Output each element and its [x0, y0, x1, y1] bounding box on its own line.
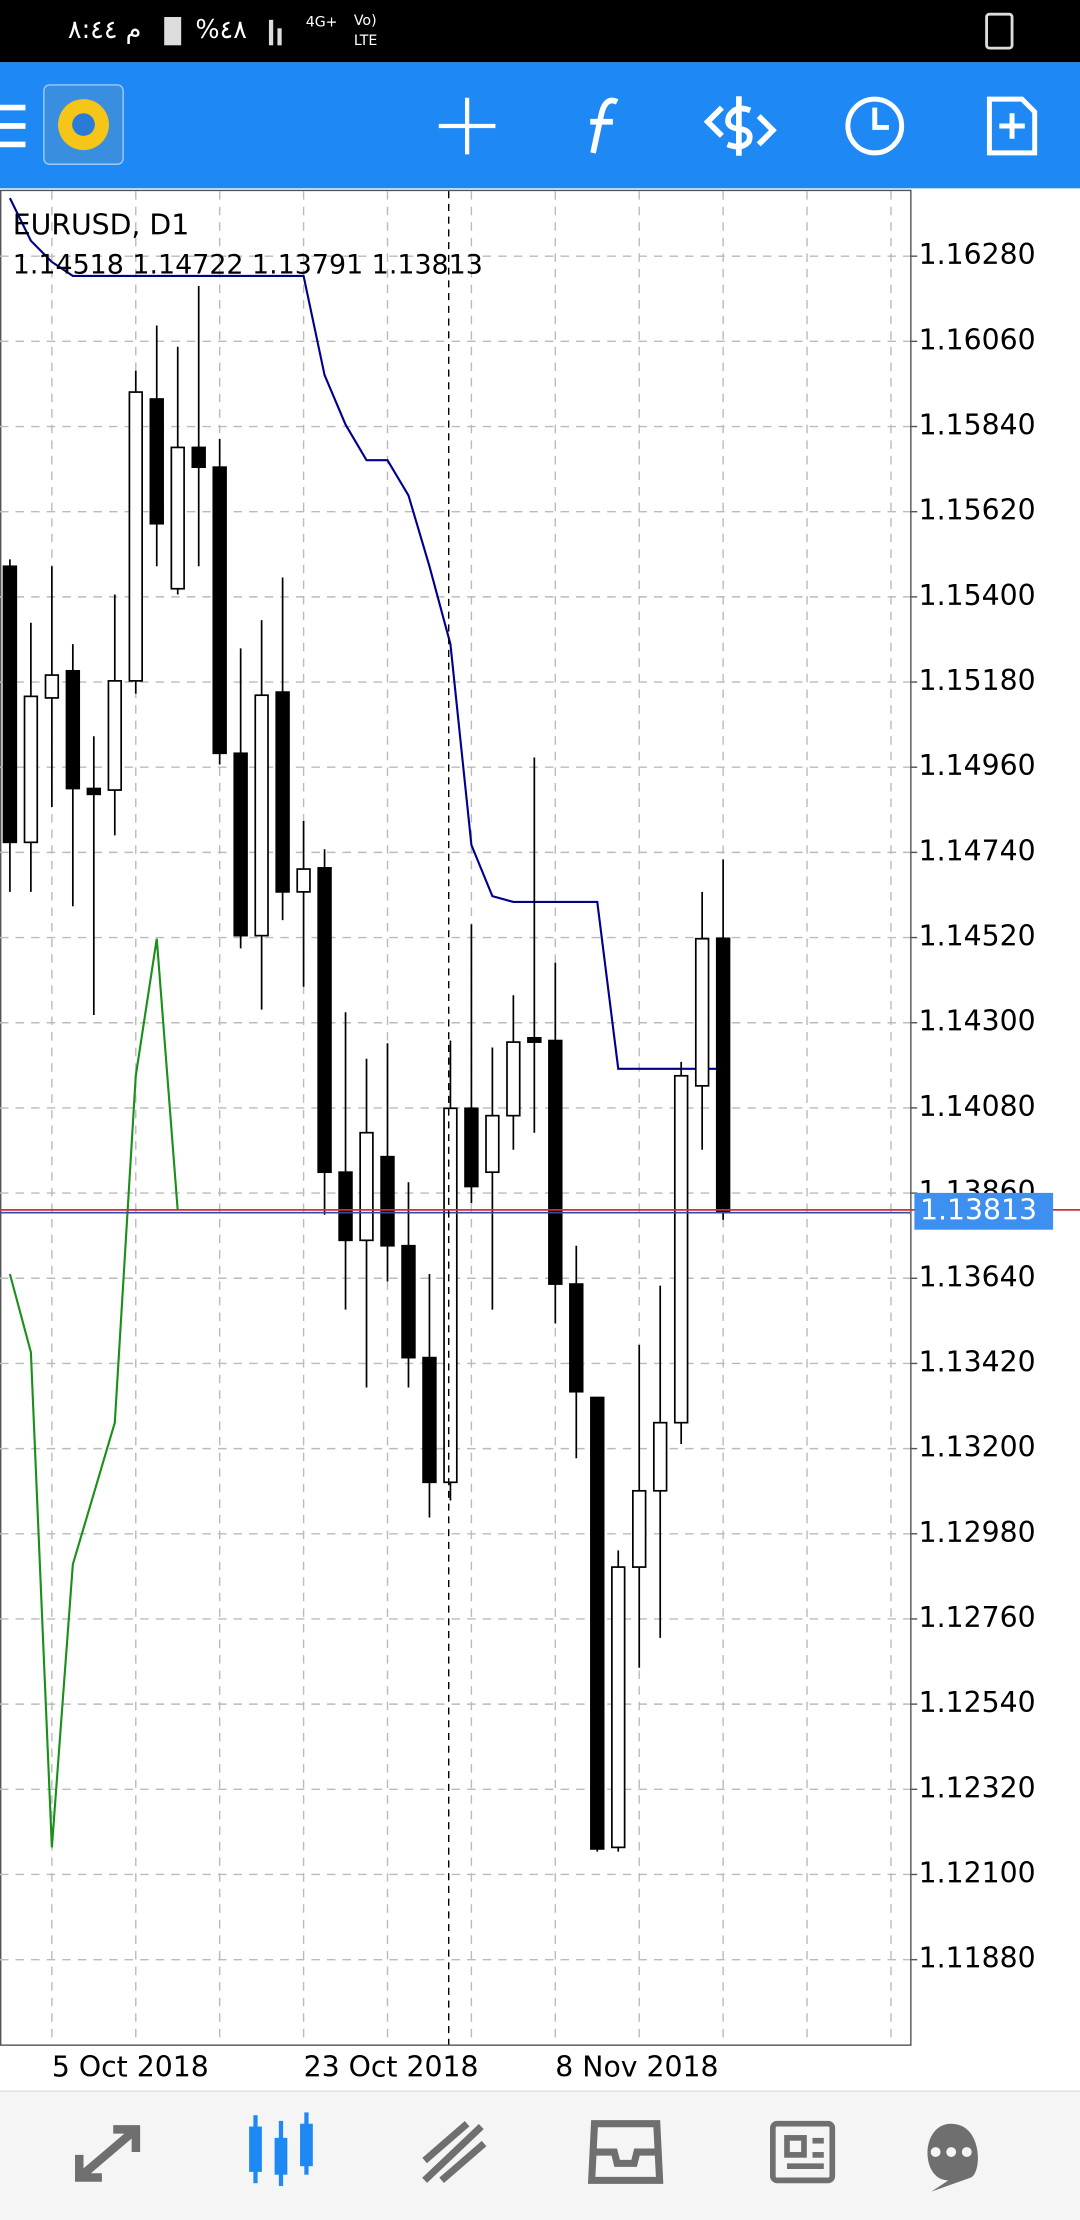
bottom-nav — [0, 2091, 1080, 2220]
candle-body — [254, 694, 269, 937]
battery-icon — [164, 16, 182, 46]
plot — [0, 197, 1080, 1961]
candle-body — [548, 1039, 563, 1285]
toolbar — [0, 62, 1080, 189]
status-time: م ٨:٤٤ — [68, 15, 141, 45]
chart-subtitle: 1.14518 1.14722 1.13791 1.13813 — [13, 250, 483, 281]
signal-icon — [268, 19, 274, 46]
candle-body — [401, 1244, 416, 1359]
status-icon — [985, 12, 1014, 50]
candle-body — [317, 867, 332, 1174]
y-tick-label: 1.12980 — [919, 1516, 1036, 1549]
y-tick-label: 1.15840 — [919, 409, 1036, 442]
candle-body — [590, 1396, 605, 1850]
y-tick-label: 1.16060 — [919, 323, 1036, 356]
y-tick-label: 1.12540 — [919, 1686, 1036, 1719]
candle-body — [527, 1036, 542, 1043]
candle-body — [569, 1283, 584, 1393]
chat-tab[interactable] — [927, 2123, 978, 2192]
candle-body — [652, 1421, 668, 1492]
x-tick-label: 5 Oct 2018 — [52, 2051, 209, 2084]
y-tick-label: 1.11880 — [919, 1942, 1036, 1975]
candle-body — [443, 1107, 458, 1484]
y-tick-label: 1.12100 — [919, 1856, 1036, 1889]
candle-body — [338, 1171, 353, 1242]
crosshair-button[interactable] — [438, 97, 496, 155]
candle-body — [422, 1356, 437, 1484]
candle-body — [191, 446, 206, 469]
volte-text: Vo) — [354, 13, 377, 29]
y-tick-label: 1.14300 — [919, 1005, 1036, 1038]
signal-icon — [277, 28, 282, 46]
candle-body — [275, 691, 290, 893]
news-tab[interactable] — [770, 2120, 836, 2184]
candle-body — [694, 937, 710, 1087]
history-button[interactable] — [845, 96, 905, 156]
candle-body — [715, 937, 731, 1213]
candle-body — [233, 752, 248, 937]
x-tick-label: 8 Nov 2018 — [555, 2051, 718, 2084]
candle-body — [86, 787, 102, 796]
candle-body — [170, 446, 185, 590]
y-tick-label: 1.15620 — [919, 494, 1036, 527]
y-tick-label: 1.14080 — [919, 1090, 1036, 1123]
y-tick-label: 1.13200 — [919, 1431, 1036, 1464]
y-tick-label: 1.15180 — [919, 664, 1036, 697]
y-tick-label: 1.14960 — [919, 749, 1036, 782]
candle-body — [673, 1074, 689, 1424]
price-label-box — [914, 1192, 1054, 1230]
y-tick-label: 1.12320 — [919, 1771, 1036, 1804]
app-logo — [72, 113, 95, 136]
trade-tab[interactable] — [422, 2121, 487, 2184]
price-label: 1.13813 — [920, 1193, 1037, 1226]
candle-body — [212, 466, 227, 755]
candle-body — [611, 1566, 626, 1849]
candle-body — [23, 695, 39, 844]
candle-body — [464, 1107, 479, 1188]
new-order-button[interactable] — [986, 96, 1038, 156]
y-tick-label: 1.16280 — [919, 238, 1036, 271]
y-tick-label: 1.14740 — [919, 834, 1036, 867]
candle-body — [128, 391, 143, 682]
candle-body — [485, 1114, 500, 1174]
indicators-button[interactable] — [590, 97, 619, 154]
y-tick-label: 1.14520 — [919, 920, 1036, 953]
candle-body — [65, 669, 81, 790]
menu-button[interactable] — [0, 104, 26, 148]
chart-title: EURUSD, D1 — [13, 209, 189, 242]
candle-body — [107, 680, 123, 791]
candle-body — [380, 1155, 395, 1247]
y-tick-label: 1.15400 — [919, 579, 1036, 612]
candle-body — [359, 1131, 374, 1242]
candle-body — [149, 398, 164, 525]
y-tick-label: 1.12760 — [919, 1601, 1036, 1634]
trade-button[interactable] — [703, 96, 777, 156]
candle-body — [44, 674, 60, 699]
y-tick-label: 1.13640 — [919, 1260, 1036, 1293]
candle-body — [2, 565, 18, 844]
network-text: 4G+ — [306, 15, 338, 31]
status-bar — [0, 0, 1080, 63]
indicator-line — [8, 938, 179, 1848]
x-tick-label: 23 Oct 2018 — [304, 2051, 479, 2084]
battery-text: %٤٨ — [195, 15, 247, 45]
chart-tab[interactable] — [249, 2112, 313, 2187]
y-tick-label: 1.13420 — [919, 1345, 1036, 1378]
lte-text: LTE — [354, 33, 378, 49]
candle-body — [506, 1041, 521, 1117]
candle-body — [632, 1489, 647, 1568]
candle-body — [296, 868, 311, 893]
history-tab[interactable] — [587, 2120, 664, 2184]
quotes-tab[interactable] — [75, 2125, 141, 2182]
indicator-line — [8, 197, 724, 1070]
